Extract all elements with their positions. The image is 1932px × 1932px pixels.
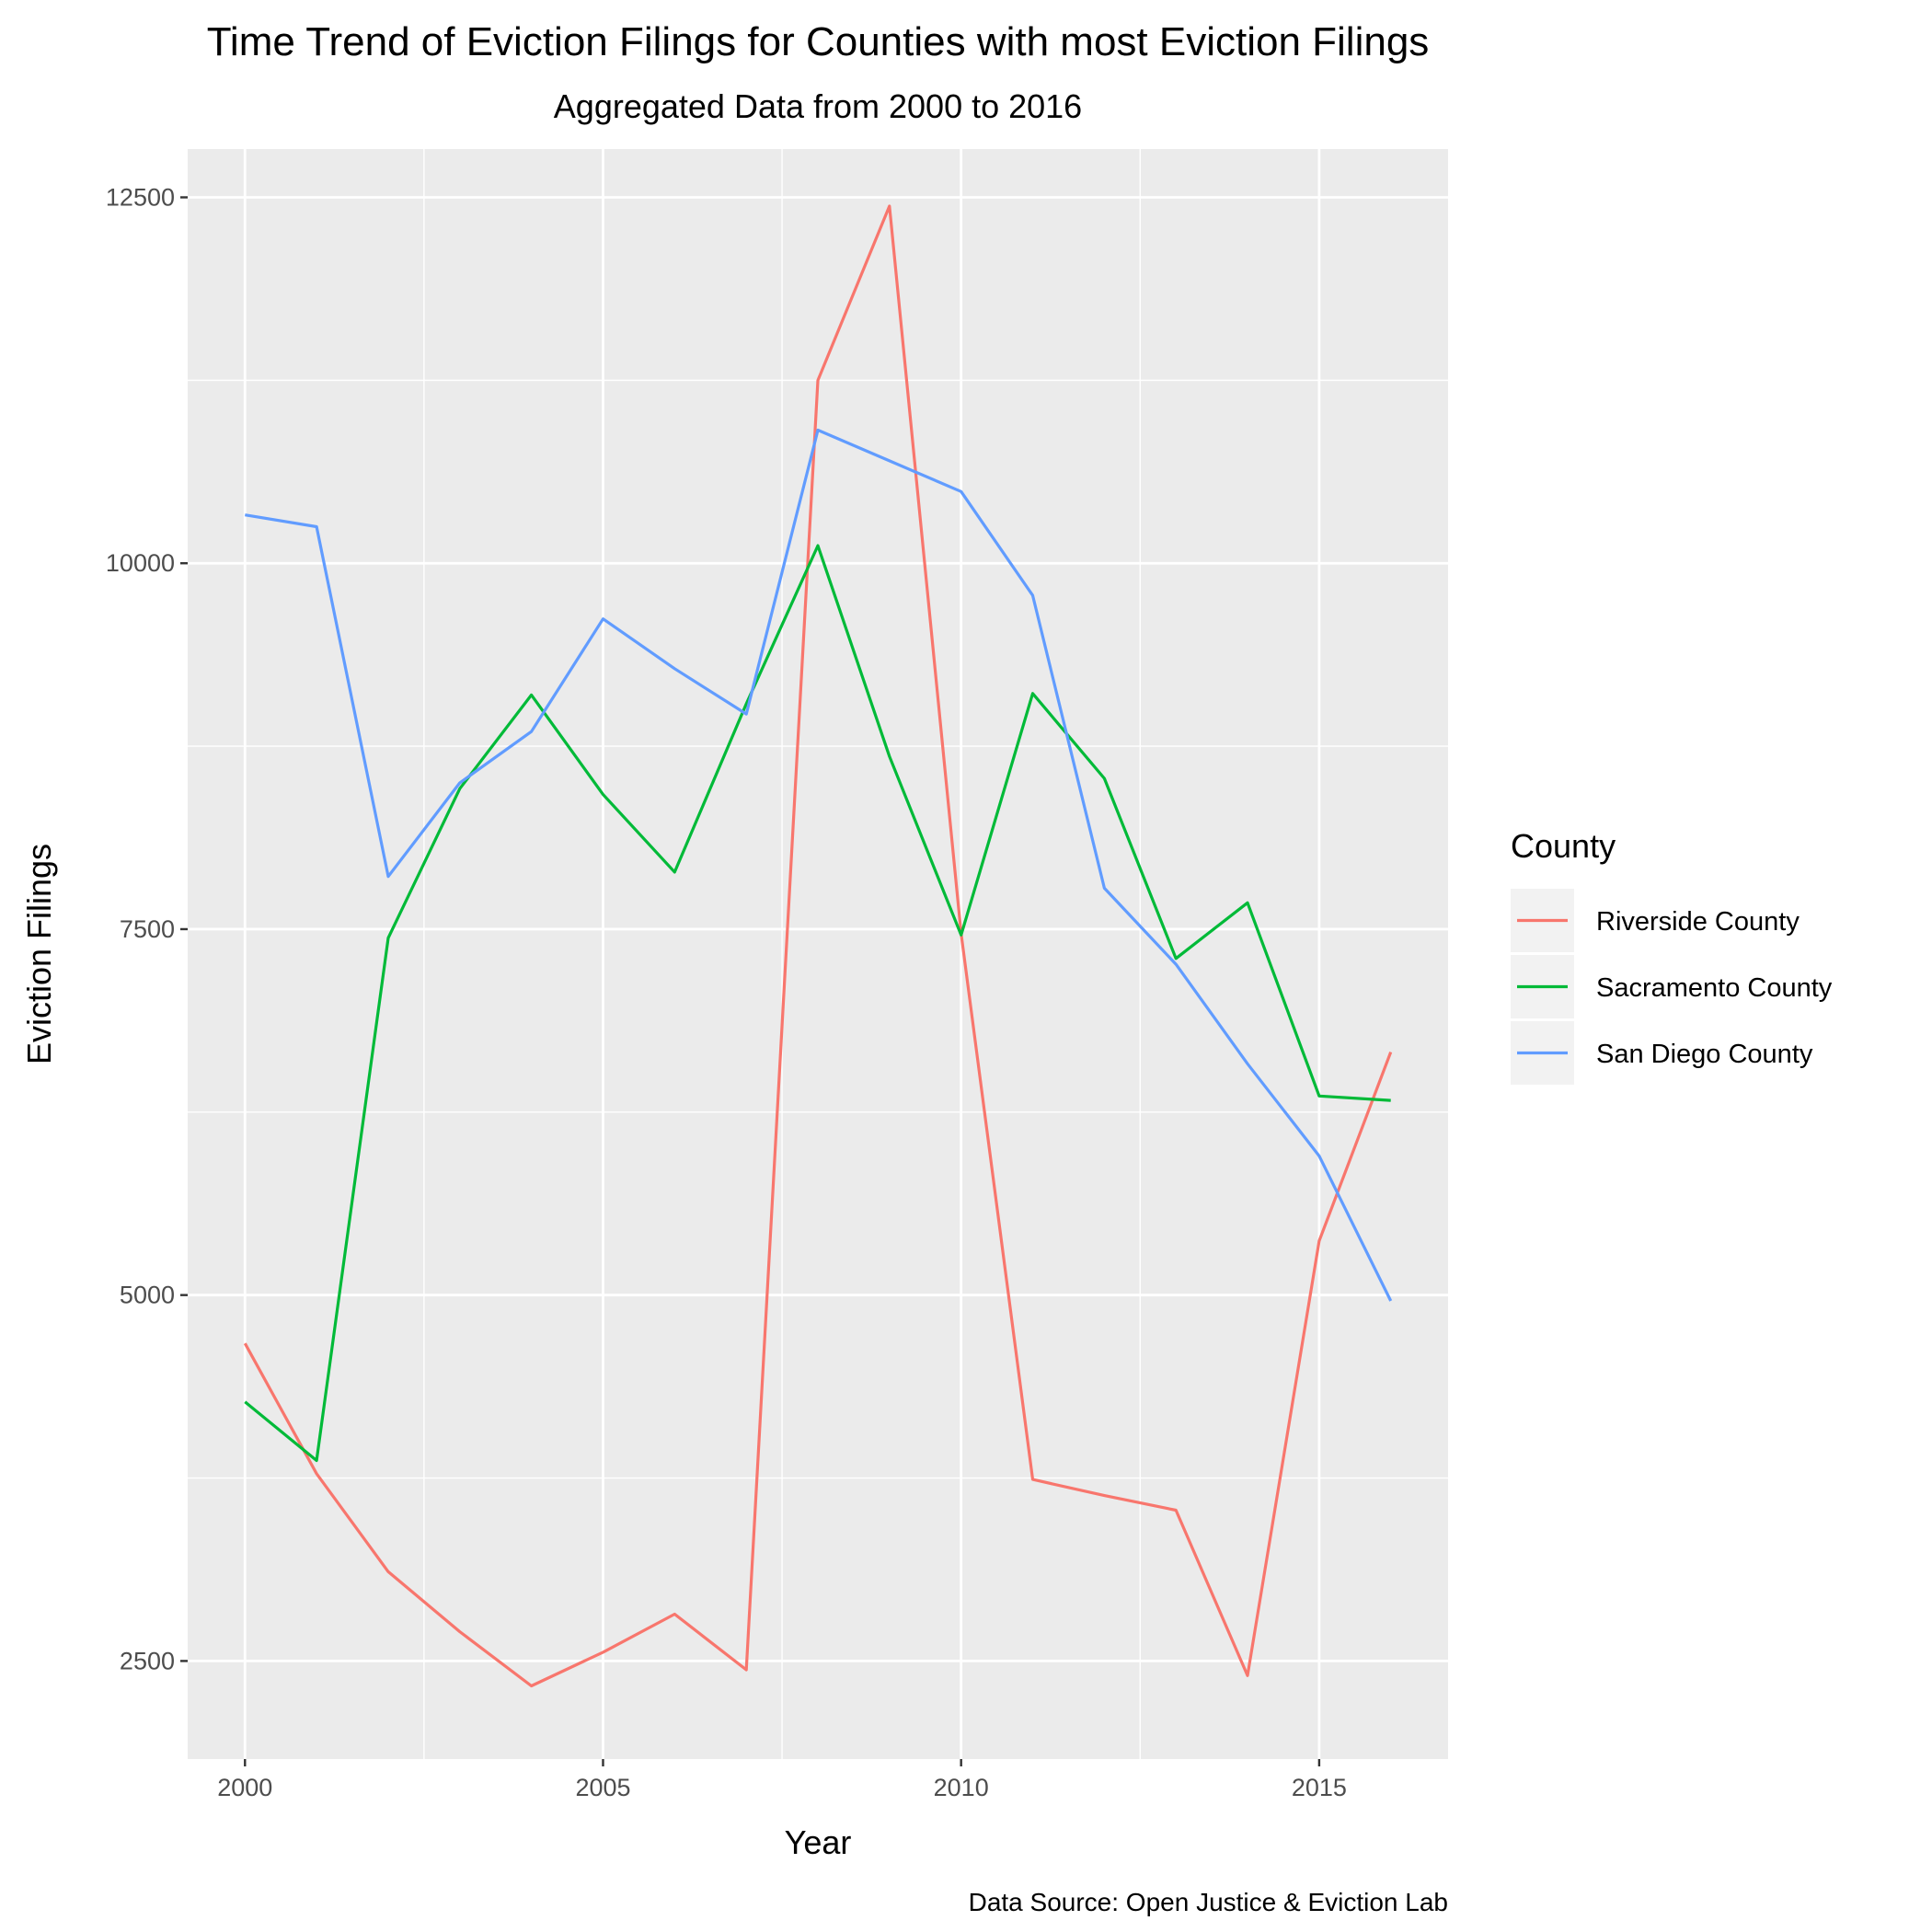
chart-subtitle: Aggregated Data from 2000 to 2016 <box>554 87 1082 125</box>
x-tick-label: 2005 <box>575 1774 630 1801</box>
y-tick-label: 5000 <box>120 1282 175 1309</box>
x-axis: 2000 2005 2010 2015 <box>217 1759 1347 1801</box>
y-axis: 2500 5000 7500 10000 12500 <box>106 184 188 1674</box>
series-line-1 <box>244 544 1391 1463</box>
series-line-2 <box>245 428 1393 1302</box>
legend-label-2: San Diego County <box>1596 1040 1813 1069</box>
chart-title: Time Trend of Eviction Filings for Count… <box>207 19 1430 64</box>
legend-label-0: Riverside County <box>1596 907 1800 937</box>
plot-panel <box>188 149 1448 1759</box>
x-axis-title: Year <box>785 1823 852 1861</box>
y-tick-label: 7500 <box>120 915 175 943</box>
y-tick-label: 2500 <box>120 1647 175 1674</box>
x-tick-label: 2000 <box>217 1774 272 1801</box>
y-axis-title: Eviction Filings <box>20 844 58 1064</box>
data-source-caption: Data Source: Open Justice & Eviction Lab <box>969 1888 1448 1916</box>
legend-label-1: Sacramento County <box>1596 973 1833 1003</box>
x-tick-label: 2015 <box>1292 1774 1347 1801</box>
legend: County Riverside County Sacramento County… <box>1511 827 1833 1085</box>
grid-major <box>188 149 1448 1759</box>
y-tick-label: 12500 <box>106 184 175 212</box>
y-tick-label: 10000 <box>106 549 175 577</box>
grid-minor <box>188 149 1448 1759</box>
series-line-0 <box>243 204 1393 1688</box>
legend-title: County <box>1511 827 1616 865</box>
series-layer <box>243 204 1393 1688</box>
x-tick-label: 2010 <box>934 1774 989 1801</box>
